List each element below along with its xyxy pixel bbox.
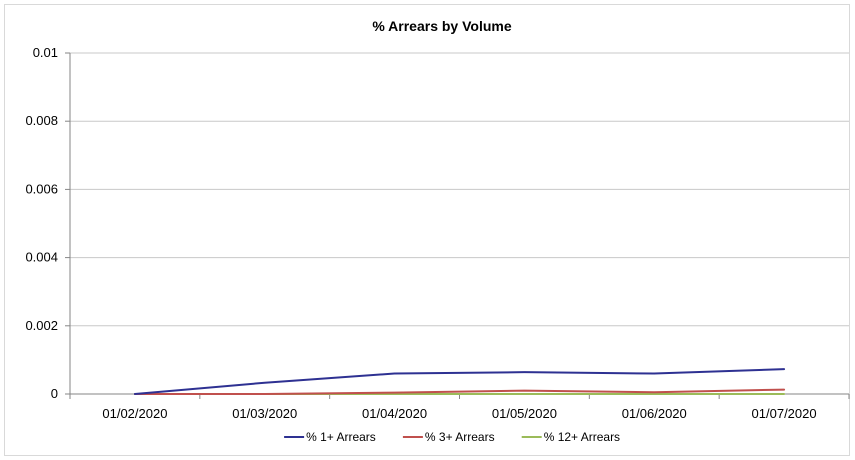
y-tick-label: 0.008 [25,113,58,128]
y-tick-label: 0.01 [33,45,58,60]
legend: % 1+ Arrears % 3+ Arrears % 12+ Arrears [284,430,620,444]
axes [65,52,850,399]
x-tick-label: 01/07/2020 [752,406,817,421]
y-tick-label: 0 [51,386,58,401]
gridlines [70,52,849,327]
x-tick-label: 01/06/2020 [622,406,687,421]
x-axis-ticks: 01/02/2020 01/03/2020 01/04/2020 01/05/2020… [102,406,816,421]
chart-title: % Arrears by Volume [372,18,511,34]
legend-label: % 1+ Arrears [306,430,376,444]
series-line [133,368,786,395]
x-tick-label: 01/04/2020 [362,406,427,421]
legend-label: % 3+ Arrears [425,430,495,444]
chart-frame [4,4,850,456]
x-tick-label: 01/02/2020 [102,406,167,421]
x-tick-label: 01/05/2020 [492,406,557,421]
y-axis-ticks: 0 0.002 0.004 0.006 0.008 0.01 [25,45,58,401]
y-tick-label: 0.006 [25,181,58,196]
y-tick-label: 0.004 [25,250,58,265]
legend-label: % 12+ Arrears [544,430,620,444]
series-line [133,388,786,395]
y-tick-label: 0.002 [25,318,58,333]
series-lines [133,368,786,395]
x-tick-label: 01/03/2020 [232,406,297,421]
